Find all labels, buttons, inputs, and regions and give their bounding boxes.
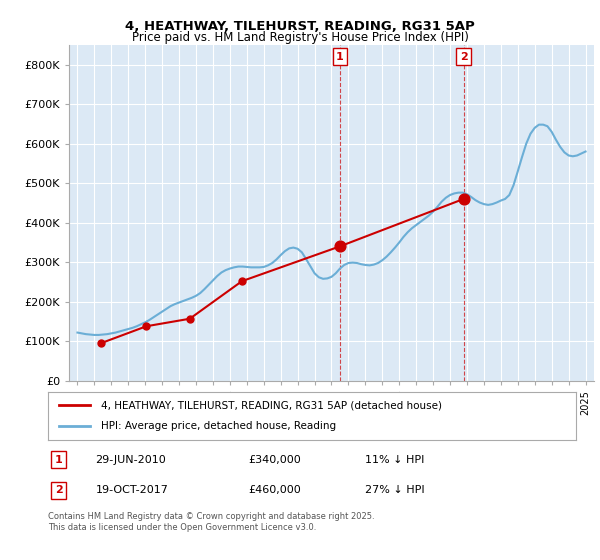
Text: 29-JUN-2010: 29-JUN-2010 [95, 455, 166, 465]
Point [142, 322, 151, 331]
Text: Price paid vs. HM Land Registry's House Price Index (HPI): Price paid vs. HM Land Registry's House … [131, 31, 469, 44]
Text: 27% ↓ HPI: 27% ↓ HPI [365, 486, 424, 496]
Text: 19-OCT-2017: 19-OCT-2017 [95, 486, 169, 496]
Text: HPI: Average price, detached house, Reading: HPI: Average price, detached house, Read… [101, 421, 336, 431]
Text: 11% ↓ HPI: 11% ↓ HPI [365, 455, 424, 465]
Point [237, 277, 247, 286]
Text: 1: 1 [336, 52, 344, 62]
Text: 2: 2 [55, 486, 62, 496]
Point [335, 242, 344, 251]
Point [459, 194, 469, 203]
Text: £460,000: £460,000 [248, 486, 301, 496]
Text: 2: 2 [460, 52, 467, 62]
Text: £340,000: £340,000 [248, 455, 301, 465]
Point [459, 194, 469, 203]
Point [185, 314, 194, 323]
Point [96, 339, 106, 348]
Text: Contains HM Land Registry data © Crown copyright and database right 2025.
This d: Contains HM Land Registry data © Crown c… [48, 512, 374, 532]
Point [335, 242, 344, 251]
Text: 4, HEATHWAY, TILEHURST, READING, RG31 5AP (detached house): 4, HEATHWAY, TILEHURST, READING, RG31 5A… [101, 400, 442, 410]
Text: 1: 1 [55, 455, 62, 465]
Text: 4, HEATHWAY, TILEHURST, READING, RG31 5AP: 4, HEATHWAY, TILEHURST, READING, RG31 5A… [125, 20, 475, 32]
